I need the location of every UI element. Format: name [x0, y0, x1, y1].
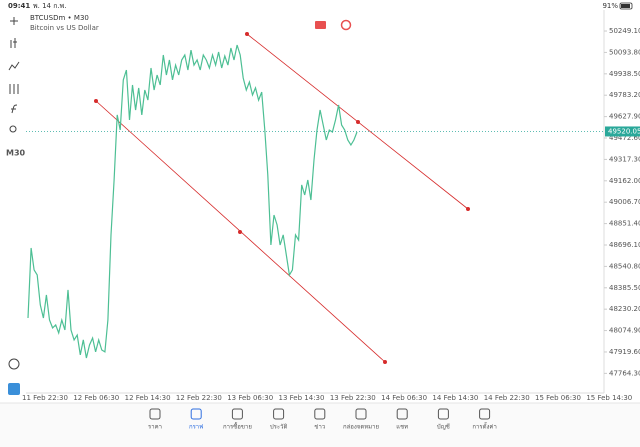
last-price-label: 49520.05 — [608, 127, 640, 135]
y-tick-label: 47764.30 — [609, 369, 640, 377]
trend-point — [244, 32, 249, 37]
y-tick-label: 49006.70 — [609, 198, 640, 206]
x-tick-label: 14 Feb 14:30 — [432, 394, 478, 402]
nav-icon — [231, 408, 243, 420]
nav-label: แชท — [396, 424, 408, 431]
y-tick-label: 48385.50 — [609, 284, 640, 292]
nav-label: ราคา — [148, 424, 162, 431]
nav-item[interactable]: กล่องจดหมาย — [343, 408, 379, 431]
nav-item[interactable]: แชท — [396, 408, 408, 431]
symbol-description: Bitcoin vs US Dollar — [30, 24, 99, 32]
y-tick-label: 47919.60 — [609, 348, 640, 356]
status-battery: 91% — [602, 2, 618, 10]
nav-item[interactable]: บัญชี — [437, 408, 450, 431]
nav-icon — [273, 408, 285, 420]
y-tick-label: 48074.90 — [609, 327, 640, 335]
trend-channel — [94, 32, 470, 364]
nav-icon — [396, 408, 408, 420]
trade-button[interactable] — [315, 21, 326, 29]
candle-tool[interactable] — [10, 38, 17, 48]
clock-tool[interactable] — [8, 358, 20, 370]
last-price-badge — [605, 126, 640, 137]
battery-level — [621, 4, 630, 8]
fibo-tool[interactable] — [11, 104, 18, 114]
trend-point — [355, 120, 360, 125]
nav-label: ข่าว — [314, 424, 325, 431]
y-tick-label: 49162.00 — [609, 177, 640, 185]
x-tick-label: 11 Feb 22:30 — [22, 394, 68, 402]
y-tick-label: 48230.20 — [609, 305, 640, 313]
x-tick-label: 14 Feb 06:30 — [381, 394, 427, 402]
x-tick-label: 13 Feb 22:30 — [330, 394, 376, 402]
nav-label: บัญชี — [437, 423, 450, 431]
price-line — [27, 44, 358, 359]
y-tick-label: 48696.10 — [609, 241, 640, 249]
chart-tool[interactable] — [8, 61, 20, 71]
x-tick-label: 14 Feb 22:30 — [484, 394, 530, 402]
trend-point — [382, 359, 387, 364]
nav-icon — [355, 408, 367, 420]
nav-item[interactable]: ราคา — [148, 408, 162, 431]
x-tick-label: 12 Feb 06:30 — [73, 394, 119, 402]
y-tick-label: 48851.40 — [609, 220, 640, 228]
status-date: พ. 14 ก.พ. — [33, 2, 67, 10]
nav-item[interactable]: ประวัติ — [270, 408, 288, 431]
nav-icon — [437, 408, 449, 420]
indicator-button[interactable] — [340, 19, 352, 31]
y-tick-label: 50249.10 — [609, 27, 640, 35]
nav-item[interactable]: ข่าว — [314, 408, 326, 431]
indicator-tool[interactable] — [9, 84, 19, 94]
trend-point — [237, 229, 242, 234]
app-icon[interactable] — [8, 383, 20, 395]
objects-tool[interactable] — [9, 125, 17, 133]
nav-icon — [314, 408, 326, 420]
nav-label: การซื้อขาย — [223, 421, 252, 431]
nav-label: ประวัติ — [270, 424, 288, 431]
nav-icon — [149, 408, 161, 420]
y-tick-label: 48540.80 — [609, 262, 640, 270]
nav-item[interactable]: กราฟ — [189, 408, 203, 431]
y-tick-label: 49627.90 — [609, 113, 640, 121]
symbol: BTCUSDm • M30 — [30, 14, 89, 22]
x-tick-label: 12 Feb 22:30 — [176, 394, 222, 402]
nav-label: การตั้งค่า — [472, 421, 496, 431]
x-tick-label: 15 Feb 06:30 — [535, 394, 581, 402]
nav-icon — [479, 408, 491, 420]
status-time: 09:41 — [8, 2, 30, 10]
y-tick-label: 49472.60 — [609, 134, 640, 142]
y-tick-label: 50093.80 — [609, 48, 640, 56]
battery-icon — [619, 2, 633, 10]
nav-label: กราฟ — [189, 424, 203, 431]
y-tick-label: 49938.50 — [609, 70, 640, 78]
x-tick-label: 13 Feb 06:30 — [227, 394, 273, 402]
side-toolbar — [8, 17, 20, 370]
trend-point — [465, 206, 470, 211]
x-tick-label: 12 Feb 14:30 — [125, 394, 171, 402]
y-tick-label: 49317.30 — [609, 155, 640, 163]
y-tick-label: 49783.20 — [609, 91, 640, 99]
trend-point — [94, 99, 99, 104]
nav-item[interactable]: การซื้อขาย — [223, 408, 252, 431]
x-tick-label: 15 Feb 14:30 — [586, 394, 632, 402]
nav-label: กล่องจดหมาย — [343, 424, 379, 431]
nav-icon — [190, 408, 202, 420]
bottom-nav — [0, 403, 640, 447]
crosshair-tool[interactable] — [10, 17, 18, 25]
timeframe[interactable]: M30 — [6, 149, 26, 158]
nav-item[interactable]: การตั้งค่า — [472, 408, 497, 431]
x-tick-label: 13 Feb 14:30 — [279, 394, 325, 402]
